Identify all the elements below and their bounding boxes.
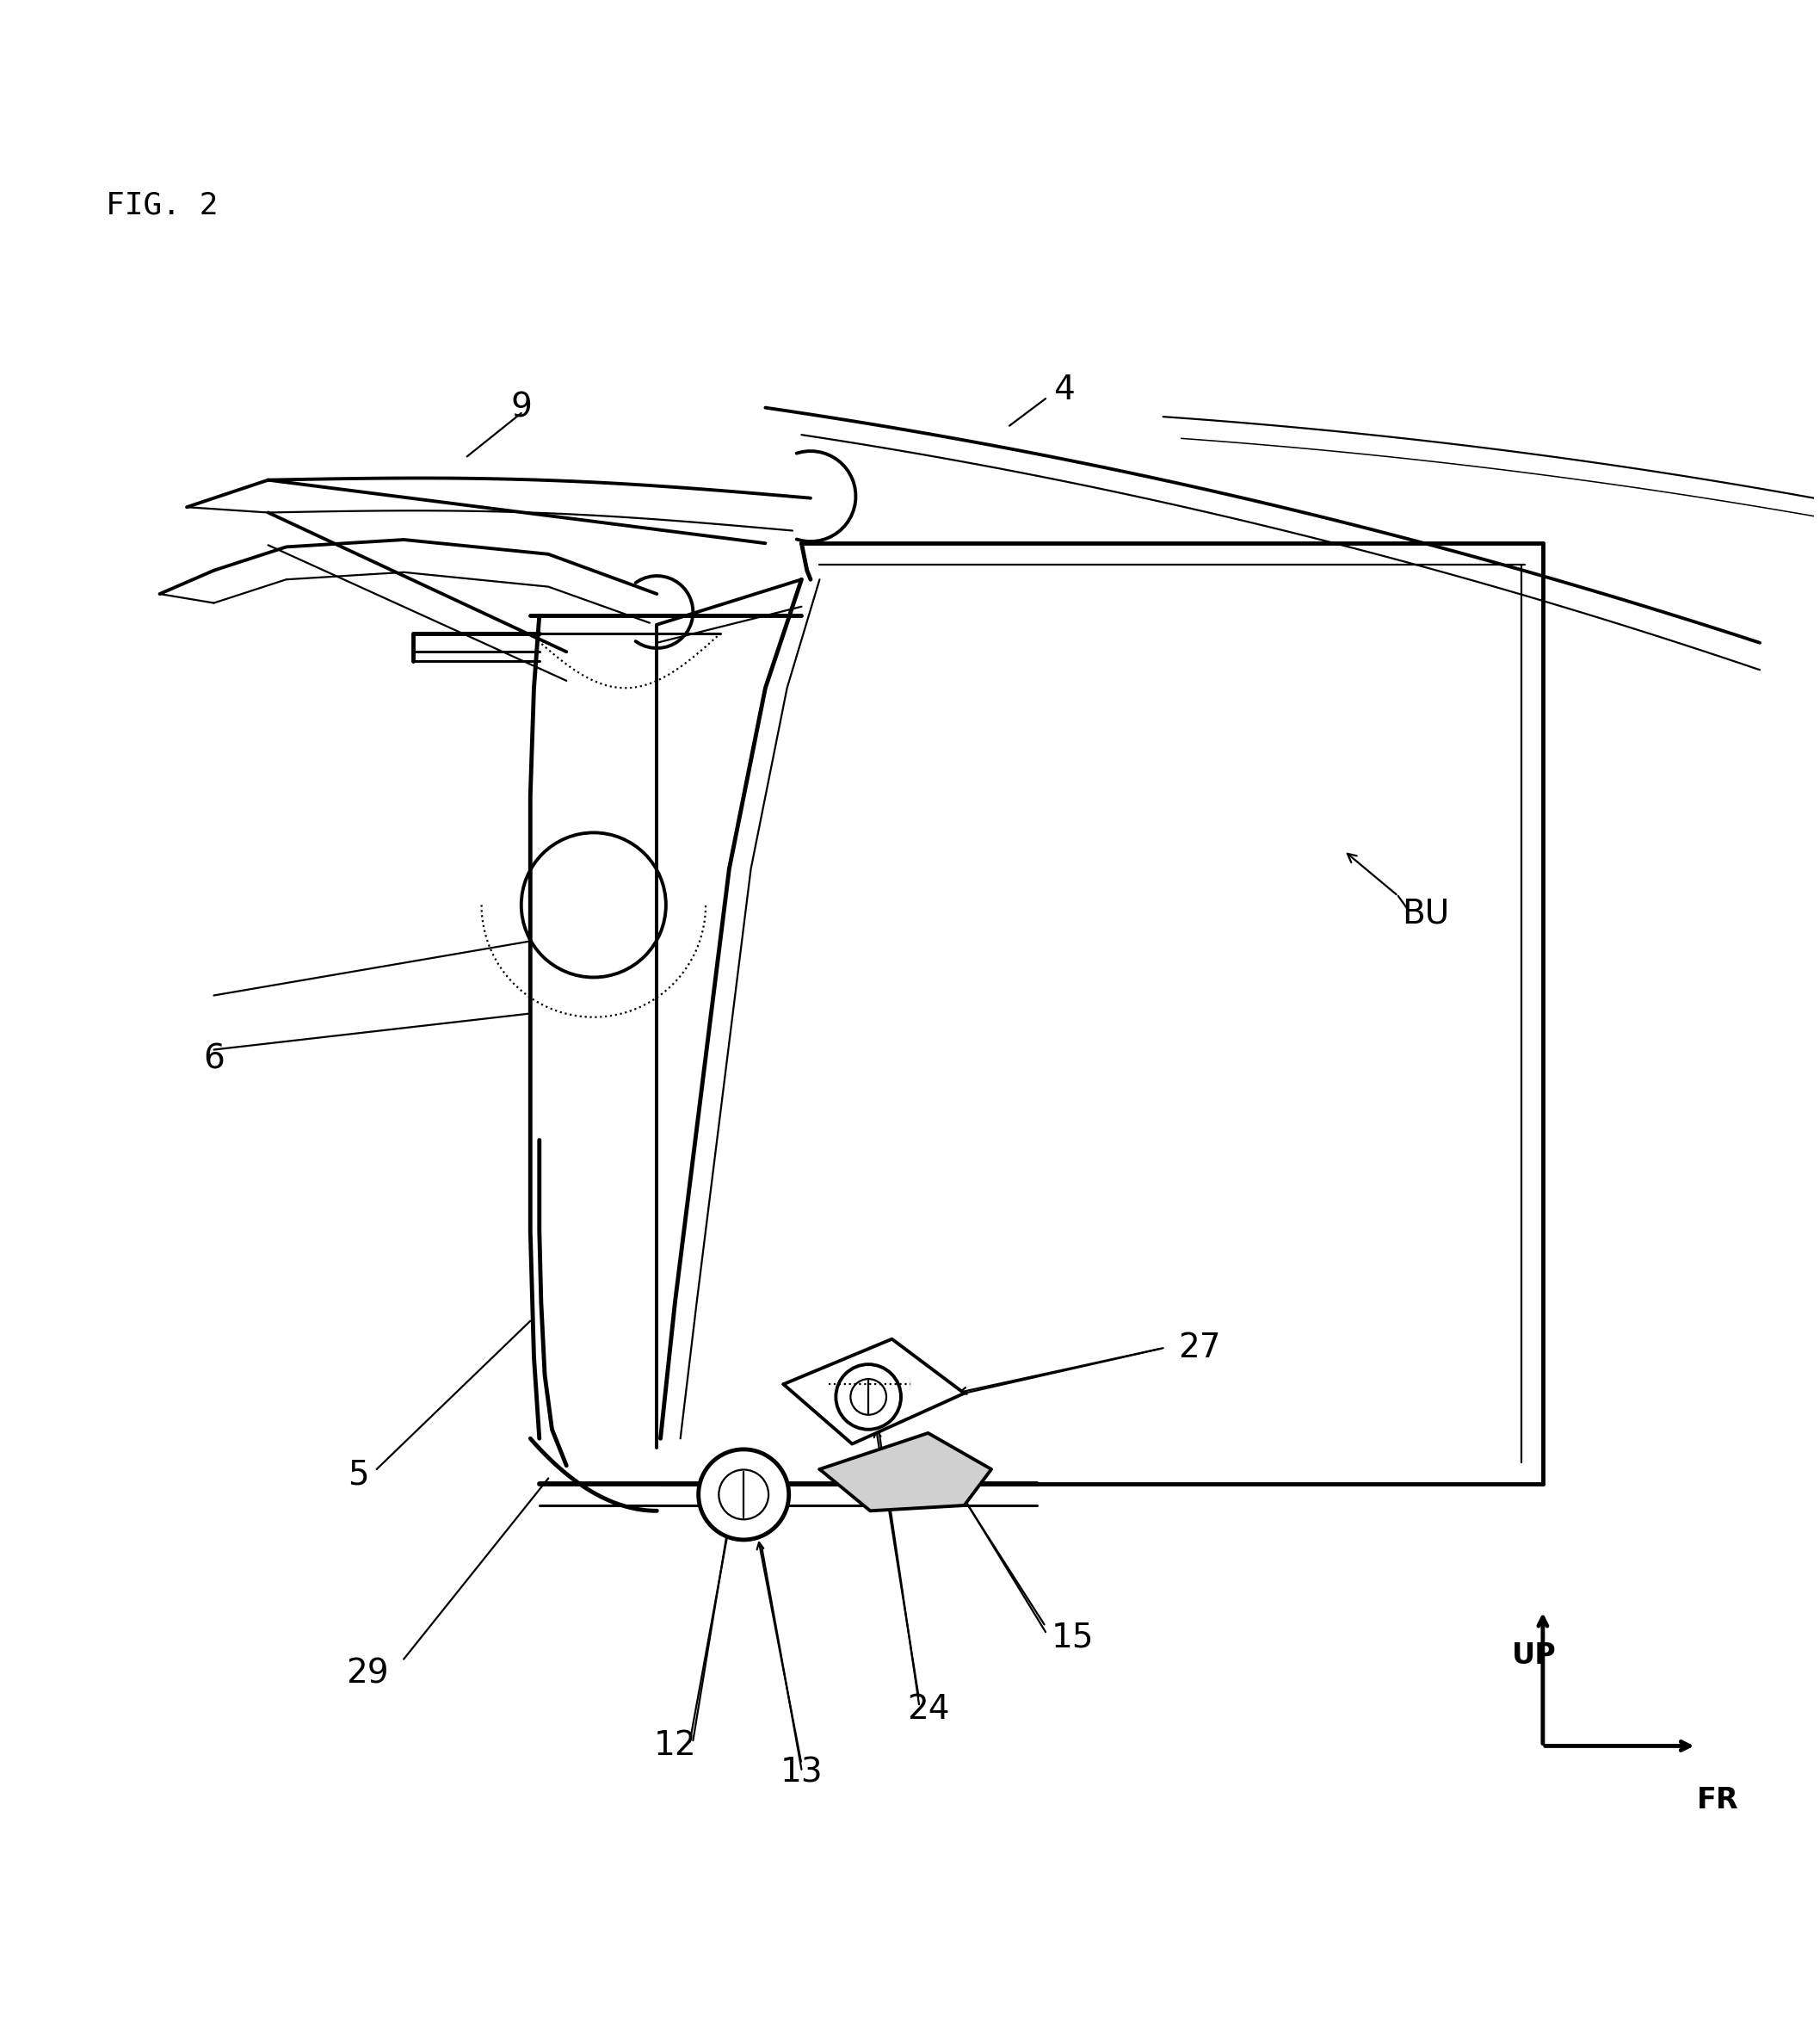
Text: 13: 13 [781,1757,823,1790]
Text: 5: 5 [348,1457,369,1492]
Polygon shape [783,1340,965,1443]
Text: 24: 24 [906,1693,950,1727]
Text: 6: 6 [204,1042,224,1074]
Text: BU: BU [1401,898,1449,930]
Text: 15: 15 [1052,1622,1094,1654]
Text: FIG. 2: FIG. 2 [106,191,218,219]
Text: 27: 27 [1178,1332,1221,1364]
Circle shape [699,1449,788,1541]
Text: 9: 9 [511,391,531,424]
Text: FR: FR [1696,1786,1738,1814]
Text: 4: 4 [1054,373,1074,405]
Polygon shape [819,1433,992,1510]
Text: 12: 12 [653,1729,697,1761]
Text: 29: 29 [346,1658,389,1691]
Text: UP: UP [1512,1642,1556,1670]
